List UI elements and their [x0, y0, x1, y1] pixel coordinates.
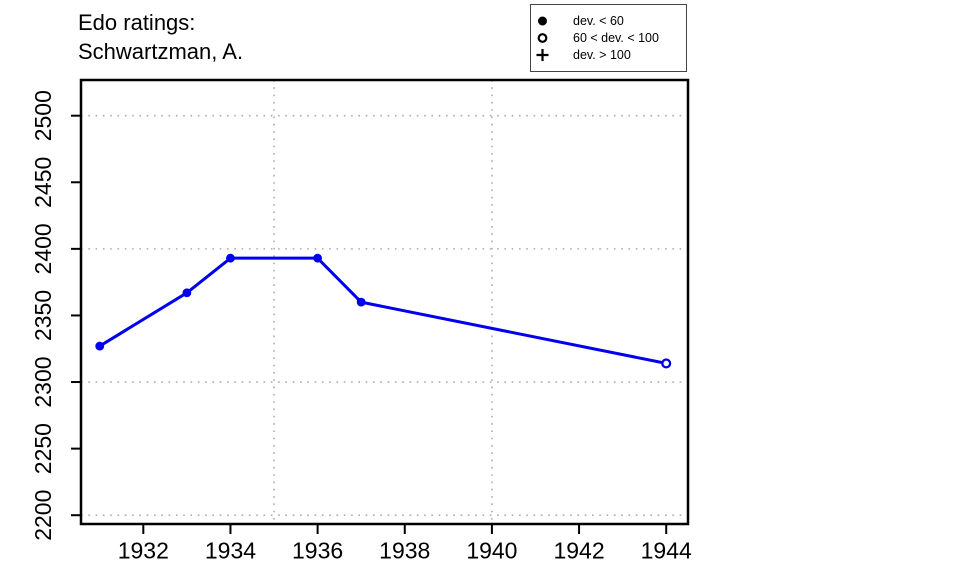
chart-title-line1: Edo ratings:: [78, 10, 196, 35]
data-point-filled: [95, 341, 105, 351]
legend-item-dev-lt-60: dev. < 60: [531, 12, 686, 29]
data-point-filled: [356, 297, 366, 307]
data-point-filled: [226, 253, 235, 263]
plus-icon: [532, 47, 553, 63]
y-axis-tick-label: 2200: [30, 490, 56, 541]
data-point-filled: [313, 253, 323, 263]
x-axis-tick-label: 1932: [118, 538, 169, 564]
x-axis-tick-label: 1936: [292, 538, 343, 564]
x-axis-tick-label: 1938: [379, 538, 430, 564]
data-point-open: [661, 358, 672, 369]
legend: dev. < 60 60 < dev. < 100 dev. > 100: [530, 4, 687, 72]
y-axis-tick-label: 2350: [30, 290, 56, 341]
x-axis-tick-label: 1942: [553, 538, 604, 564]
legend-item-dev-gt-100: dev. > 100: [531, 47, 686, 64]
y-axis-tick-label: 2450: [30, 157, 56, 208]
open-circle-icon: [532, 30, 553, 46]
chart-title-line2: Schwartzman, A.: [78, 39, 244, 64]
legend-item-dev-60-100: 60 < dev. < 100: [531, 29, 686, 46]
rating-line: [98, 256, 668, 365]
plot-border: [79, 78, 690, 526]
chart-title: Edo ratings: Schwartzman, A.: [78, 8, 243, 66]
data-point-filled: [182, 288, 192, 298]
y-axis-tick-label: 2300: [30, 356, 56, 407]
x-axis-tick-label: 1934: [205, 538, 256, 564]
y-axis-tick-label: 2400: [30, 223, 56, 274]
x-axis-tick-label: 1944: [641, 538, 692, 564]
x-axis-tick-label: 1940: [466, 538, 517, 564]
y-axis-tick-label: 2250: [30, 423, 56, 474]
legend-label: dev. < 60: [573, 13, 624, 28]
filled-circle-icon: [532, 13, 553, 29]
y-axis-tick-label: 2500: [30, 90, 56, 141]
legend-label: dev. > 100: [573, 48, 631, 63]
legend-label: 60 < dev. < 100: [573, 31, 659, 46]
